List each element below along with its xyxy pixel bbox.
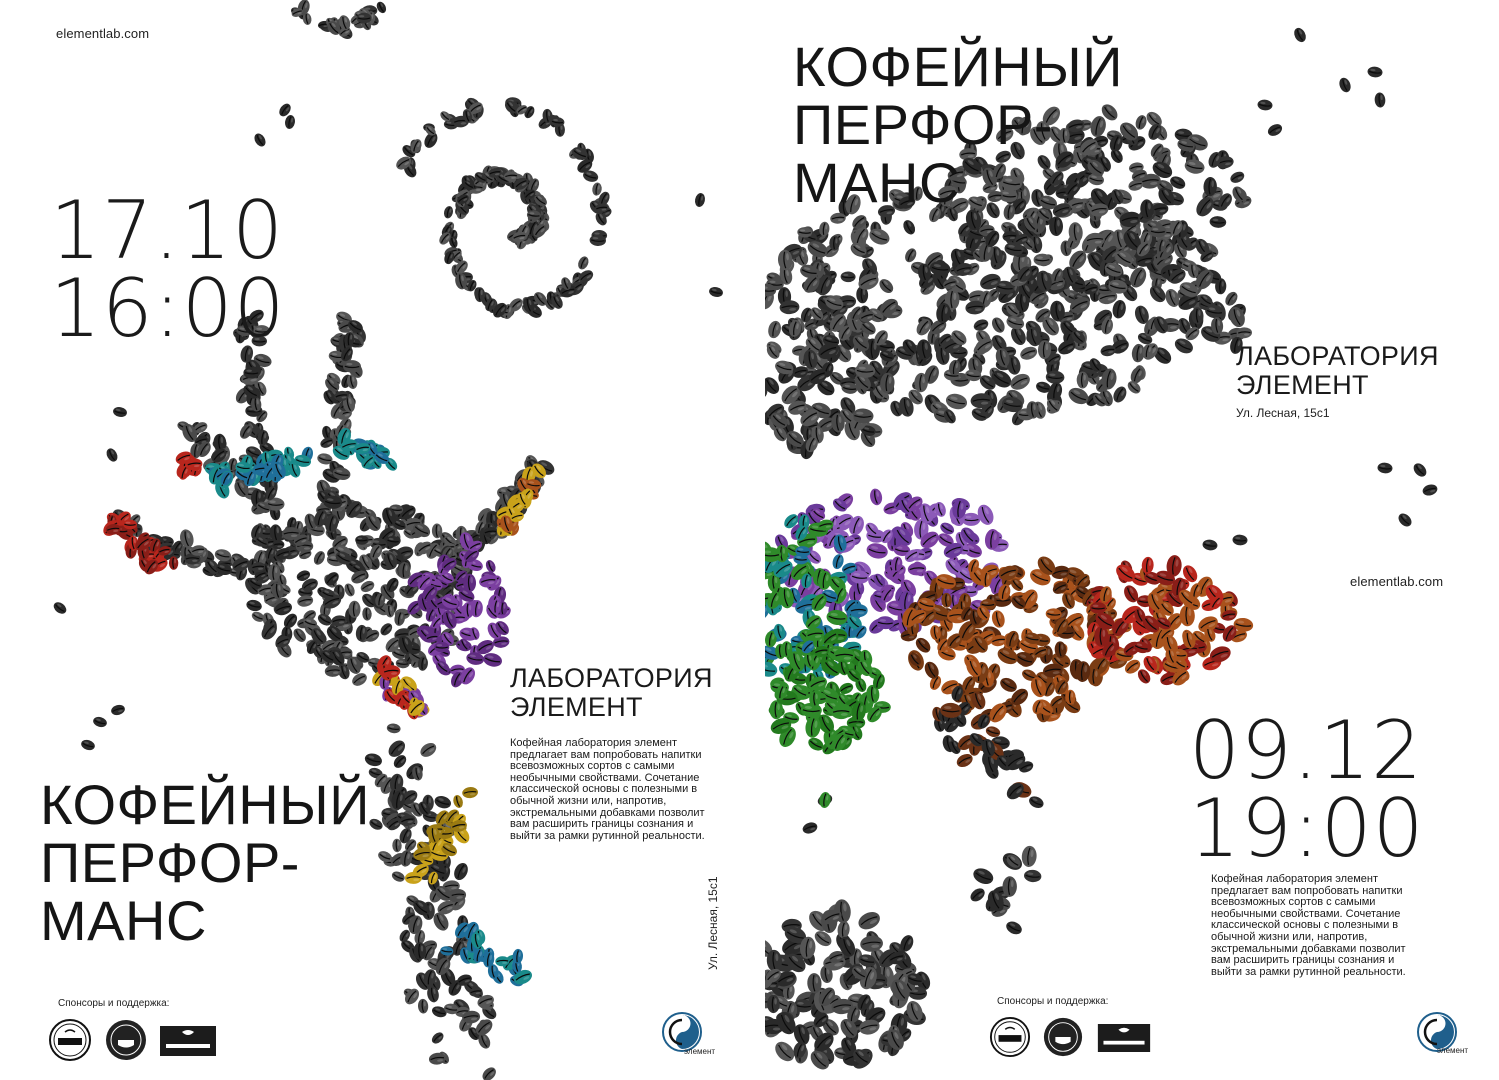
lab-name: ЛАБОРАТОРИЯ ЭЛЕМЕНТ <box>510 664 713 722</box>
title-line-2: ПЕРФОР- <box>793 93 1053 156</box>
event-date: 09.12 <box>1189 704 1424 797</box>
title-line-2: ПЕРФОР- <box>40 831 300 894</box>
website-url[interactable]: elementlab.com <box>1350 574 1444 589</box>
lab-name-line-2: ЭЛЕМЕНТ <box>1236 370 1369 400</box>
event-time: 16:00 <box>50 262 286 355</box>
sponsors-label: Спонсоры и поддержка: <box>997 996 1109 1007</box>
lab-name-line-1: ЛАБОРАТОРИЯ <box>1236 341 1439 371</box>
element-logo-text: элемент <box>1437 1046 1469 1055</box>
event-description: Кофейная лаборатория элемент предлагает … <box>1211 873 1406 978</box>
website-url[interactable]: elementlab.com <box>56 26 150 41</box>
poster-title: КОФЕЙНЫЙ ПЕРФОР- МАНС <box>40 776 370 950</box>
coffeeshop-round-logo <box>106 1020 146 1060</box>
coffeeshop-round-logo <box>1043 1017 1083 1057</box>
sponsors-label: Спонсоры и поддержка: <box>58 998 170 1009</box>
event-datetime: 09.12 19:00 <box>1189 704 1425 875</box>
event-datetime: 17.10 16:00 <box>50 184 286 355</box>
title-line-1: КОФЕЙНЫЙ <box>40 773 370 836</box>
element-logo <box>662 1012 702 1052</box>
title-line-3: МАНС <box>793 151 960 214</box>
coffee-bean-art-mouth <box>765 27 1438 1070</box>
poster-right: КОФЕЙНЫЙ ПЕРФОР- МАНС ЛАБОРАТОРИЯ ЭЛЕМЕН… <box>765 0 1499 1080</box>
coffee-festival-logo <box>989 1016 1031 1058</box>
element-logo-text: элемент <box>684 1047 716 1056</box>
event-description: Кофейная лаборатория элемент предлагает … <box>510 737 705 842</box>
coffeeshop-rect-logo <box>1097 1024 1151 1052</box>
event-time: 19:00 <box>1189 782 1425 875</box>
coffee-festival-logo <box>49 1019 91 1061</box>
element-logo <box>1417 1012 1457 1052</box>
address: Ул. Лесная, 15с1 <box>706 876 720 970</box>
event-date: 17.10 <box>50 184 285 277</box>
lab-name: ЛАБОРАТОРИЯ ЭЛЕМЕНТ <box>1236 342 1439 400</box>
lab-name-line-1: ЛАБОРАТОРИЯ <box>510 663 713 693</box>
lab-name-line-2: ЭЛЕМЕНТ <box>510 692 643 722</box>
coffee-bean-art-hand <box>53 0 723 1080</box>
address: Ул. Лесная, 15с1 <box>1236 406 1330 420</box>
poster-title: КОФЕЙНЫЙ ПЕРФОР- МАНС <box>793 38 1123 212</box>
poster-left: elementlab.com 17.10 16:00 ЛАБОРАТОРИЯ Э… <box>0 0 735 1080</box>
title-line-3: МАНС <box>40 889 207 952</box>
coffeeshop-rect-logo <box>160 1026 216 1056</box>
title-line-1: КОФЕЙНЫЙ <box>793 35 1123 98</box>
